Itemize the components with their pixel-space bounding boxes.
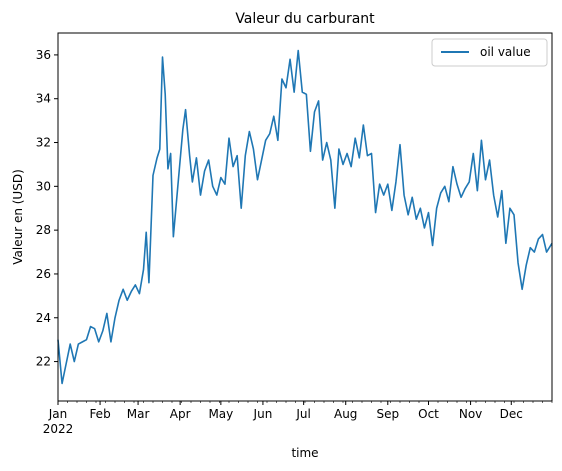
chart-title: Valeur du carburant (235, 11, 375, 27)
x-tick-label: Mar (127, 407, 150, 421)
y-tick-label: 36 (36, 48, 51, 62)
y-tick-label: 34 (36, 92, 51, 106)
plot-area (57, 32, 553, 402)
x-tick-label: Nov (459, 407, 482, 421)
x-tick-label: Oct (418, 407, 439, 421)
x-tick-label: Aug (334, 407, 357, 421)
x-axis: Jan Feb Mar Apr May Jun Jul Aug Sep Oct Nov Dec 2022 (43, 401, 553, 436)
legend-label: oil value (480, 45, 531, 59)
x-tick-label: Jul (295, 407, 310, 421)
y-tick-label: 28 (36, 223, 51, 237)
y-axis: 22 24 26 28 30 32 34 36 (36, 48, 58, 369)
y-tick-label: 26 (36, 267, 51, 281)
x-axis-label: time (291, 446, 318, 460)
x-tick-sublabel: 2022 (43, 422, 74, 436)
x-tick-label: Feb (89, 407, 110, 421)
x-tick-label: May (208, 407, 233, 421)
x-tick-label: Dec (500, 407, 523, 421)
legend-box (431, 38, 548, 67)
y-tick-label: 32 (36, 136, 51, 150)
x-tick-label: Jun (253, 407, 273, 421)
plot-background (58, 33, 552, 401)
y-axis-label: Valeur en (USD) (11, 169, 25, 265)
y-tick-label: 24 (36, 311, 51, 325)
y-tick-label: 30 (36, 179, 51, 193)
series-line-oil-value (57, 49, 553, 385)
legend: oil value (431, 38, 548, 67)
series-layer (57, 49, 553, 385)
x-tick-label: Apr (170, 407, 191, 421)
x-tick-label: Sep (376, 407, 399, 421)
y-tick-label: 22 (36, 355, 51, 369)
x-tick-label: Jan (48, 407, 68, 421)
